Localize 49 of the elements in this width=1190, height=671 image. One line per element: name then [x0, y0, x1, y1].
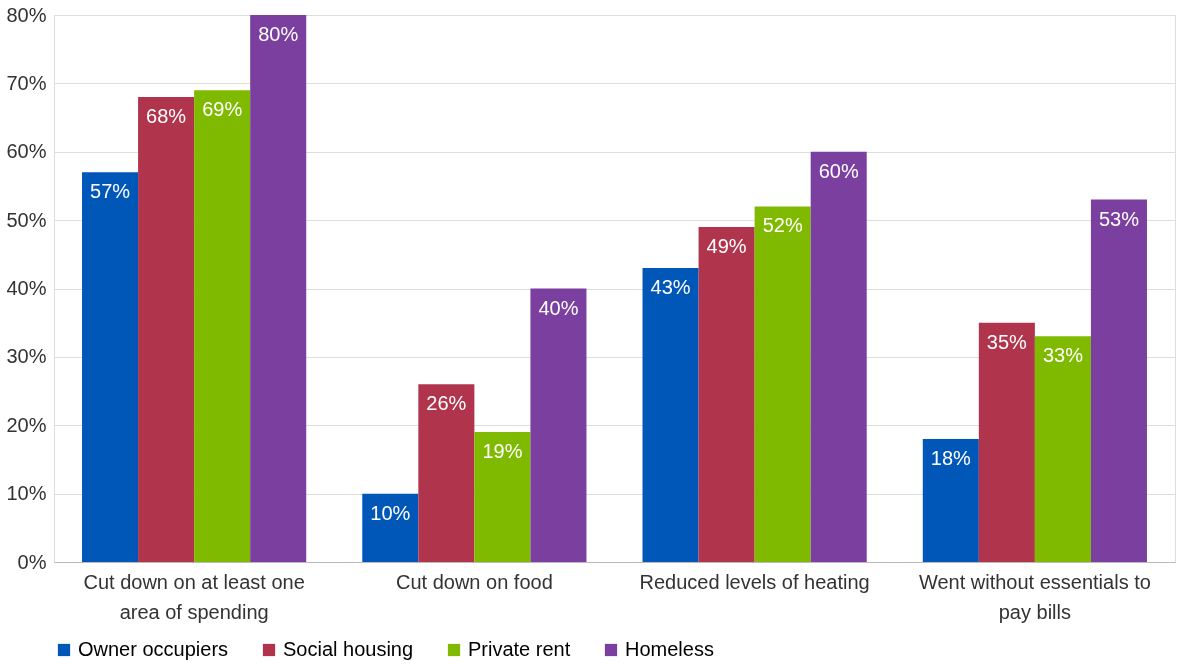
- bar: [698, 226, 755, 562]
- bar: [194, 90, 251, 562]
- bar: [1034, 336, 1091, 562]
- bar: [810, 151, 867, 562]
- x-tick-label: Cut down on food: [395, 570, 553, 593]
- bar: [418, 384, 475, 562]
- bar: [138, 97, 195, 562]
- x-tick-label: Went without essentials to pay bills: [918, 570, 1151, 623]
- data-label: 68%: [146, 105, 187, 128]
- bar: [250, 15, 307, 562]
- bar: [754, 206, 811, 562]
- legend-label: Homeless: [625, 638, 714, 660]
- y-tick-label: 70%: [6, 71, 47, 94]
- x-tick-label: Cut down on at least one area of spending: [83, 570, 305, 623]
- legend-label: Social housing: [283, 638, 414, 660]
- data-label: 19%: [482, 440, 523, 463]
- data-label: 33%: [1042, 344, 1084, 367]
- bar: [530, 288, 587, 562]
- y-tick-label: 60%: [6, 140, 47, 163]
- y-tick-label: 10%: [6, 482, 47, 505]
- bar: [362, 493, 419, 562]
- data-label: 40%: [538, 296, 579, 319]
- y-tick-label: 80%: [6, 3, 47, 26]
- bar: [922, 438, 979, 562]
- y-tick-label: 40%: [6, 277, 47, 299]
- data-label: 35%: [986, 330, 1028, 353]
- y-tick-label: 30%: [6, 345, 47, 368]
- data-label: 60%: [818, 159, 859, 182]
- bar: [1090, 199, 1147, 562]
- data-label: 26%: [426, 392, 467, 415]
- data-label: 57%: [90, 180, 131, 203]
- data-label: 80%: [258, 23, 299, 45]
- data-label: 52%: [762, 214, 803, 237]
- data-label: 49%: [706, 234, 747, 257]
- y-tick-label: 20%: [6, 413, 47, 436]
- data-label: 18%: [930, 446, 972, 469]
- data-label: 53%: [1098, 207, 1140, 230]
- data-label: 43%: [650, 275, 691, 298]
- x-tick-label: Reduced levels of heating: [639, 570, 870, 593]
- bar: [82, 172, 139, 562]
- legend-label: Private rent: [468, 638, 571, 660]
- legend-label: Owner occupiers: [78, 638, 229, 660]
- bar: [642, 267, 699, 562]
- data-label: 69%: [202, 98, 243, 121]
- data-label: 10%: [370, 501, 411, 524]
- bar: [978, 322, 1035, 562]
- y-tick-label: 0%: [17, 550, 47, 573]
- y-tick-label: 50%: [6, 208, 47, 231]
- bar: [474, 432, 531, 562]
